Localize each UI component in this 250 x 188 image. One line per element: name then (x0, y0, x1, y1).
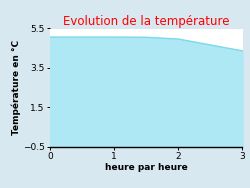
Y-axis label: Température en °C: Température en °C (12, 40, 21, 135)
X-axis label: heure par heure: heure par heure (105, 163, 188, 172)
Title: Evolution de la température: Evolution de la température (63, 15, 230, 28)
